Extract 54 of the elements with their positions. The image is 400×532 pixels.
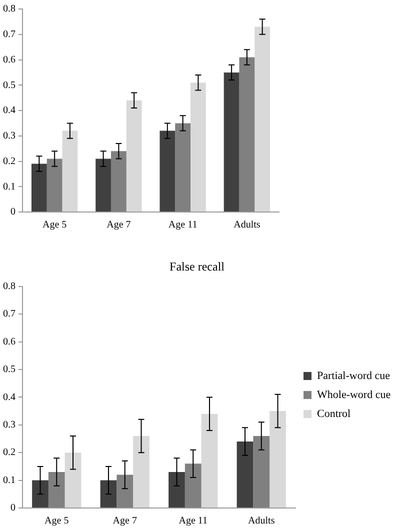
- bar: [190, 82, 206, 212]
- bar: [110, 151, 126, 212]
- legend-label: Partial-word cue: [317, 370, 390, 382]
- y-tick-label: 0.7: [3, 308, 16, 320]
- legend-label: Control: [317, 408, 351, 420]
- bar: [160, 130, 176, 212]
- y-tick-label: 0.7: [3, 29, 16, 40]
- bar: [184, 464, 202, 508]
- y-tick-label: 0.6: [3, 54, 16, 66]
- chart-title: False recall: [170, 259, 226, 274]
- legend-label: Whole-word cue: [317, 388, 391, 401]
- x-tick-label: Adults: [248, 516, 275, 527]
- bar: [32, 480, 48, 508]
- bar: [126, 100, 142, 212]
- bar: [254, 26, 270, 212]
- x-tick-label: Age 11: [168, 220, 198, 231]
- x-tick-label: Age 5: [44, 516, 69, 527]
- bar: [175, 123, 191, 212]
- y-tick-label: 0.5: [3, 80, 16, 91]
- y-tick-label: 0.5: [3, 364, 16, 376]
- bar: [201, 414, 218, 508]
- bar: [270, 411, 286, 508]
- x-tick-label: Age 7: [106, 220, 131, 231]
- y-tick-label: 0.8: [3, 281, 16, 292]
- y-tick-label: 0.8: [3, 4, 16, 15]
- bar: [62, 130, 78, 212]
- bar: [224, 72, 240, 212]
- bar: [116, 474, 134, 508]
- bar: [46, 158, 62, 212]
- y-tick-label: 0.4: [3, 105, 16, 116]
- bar: [133, 436, 150, 508]
- y-tick-label: 0.2: [3, 447, 16, 458]
- y-tick-label: 0.1: [3, 181, 16, 192]
- y-tick-label: 0.2: [3, 156, 16, 167]
- y-tick-label: 0: [10, 206, 16, 218]
- bar: [96, 158, 111, 212]
- bar: [48, 472, 65, 508]
- bar: [239, 57, 255, 212]
- y-tick-label: 0.3: [3, 420, 16, 431]
- y-tick-label: 0.3: [3, 130, 16, 142]
- x-tick-label: Age 5: [42, 220, 67, 231]
- bar: [31, 164, 47, 212]
- y-tick-label: 0.4: [3, 392, 16, 403]
- y-tick-label: 0.6: [3, 336, 16, 348]
- x-tick-label: Age 7: [112, 516, 137, 527]
- bar: [168, 472, 185, 508]
- x-tick-label: Adults: [234, 220, 260, 231]
- bar: [100, 480, 117, 508]
- y-tick-label: 0: [10, 502, 16, 514]
- y-tick-label: 0.1: [3, 474, 16, 486]
- bar: [253, 436, 270, 508]
- bar: [236, 442, 254, 508]
- x-tick-label: Age 11: [178, 516, 208, 527]
- bar: [64, 452, 82, 508]
